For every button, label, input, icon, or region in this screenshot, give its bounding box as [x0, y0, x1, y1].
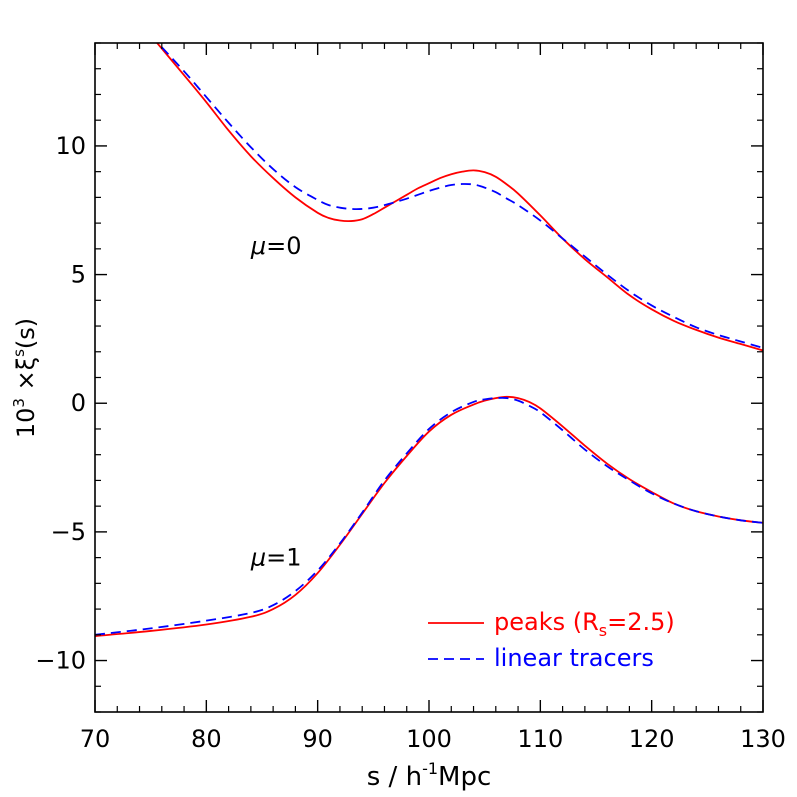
legend-label-linear-tracers: linear tracers: [494, 644, 654, 672]
y-axis-label-sup: 3: [10, 398, 28, 408]
series-line-peaks-mu0: [155, 43, 763, 352]
annotation-mu1: μ=1: [250, 543, 302, 571]
x-tick-label: 130: [740, 725, 786, 753]
y-axis-label-base: 10: [12, 408, 40, 439]
x-axis-label-sup: -1: [422, 759, 438, 778]
x-tick-label: 120: [629, 725, 675, 753]
y-axis-label-mid: ×ξ: [12, 357, 40, 398]
series-line-linear-tracers-mu1: [95, 396, 763, 636]
ticks-layer: 70 80 90 100 110 120 130 −10 −5 0 5 10: [35, 42, 786, 753]
legend-label-peaks: peaks (Rs=2.5): [494, 608, 675, 640]
series-line-linear-tracers-mu0: [156, 43, 763, 349]
x-axis-label-post: Mpc: [438, 762, 491, 792]
y-axis-label-sup2: s: [10, 349, 28, 357]
x-axis-label: s / h-1Mpc: [367, 759, 492, 792]
legend: peaks (Rs=2.5) linear tracers: [428, 608, 675, 672]
x-tick-label: 90: [302, 725, 333, 753]
y-axis-label: 103 ×ξs(s): [10, 318, 40, 438]
y-axis-label-post: (s): [12, 318, 40, 349]
annotations-layer: μ=0 μ=1: [250, 232, 302, 571]
x-tick-label: 110: [517, 725, 563, 753]
x-axis-label-pre: s / h: [367, 762, 422, 792]
x-tick-label: 70: [80, 725, 111, 753]
annotation-mu0: μ=0: [250, 232, 302, 260]
series-layer: [95, 43, 763, 637]
x-tick-label: 80: [191, 725, 222, 753]
y-tick-label: −10: [35, 647, 86, 675]
series-line-peaks-mu1: [95, 395, 763, 637]
y-tick-label: 0: [71, 389, 86, 417]
y-tick-label: 5: [71, 261, 86, 289]
x-tick-label: 100: [406, 725, 452, 753]
y-tick-label: 10: [55, 132, 86, 160]
y-tick-label: −5: [51, 518, 86, 546]
